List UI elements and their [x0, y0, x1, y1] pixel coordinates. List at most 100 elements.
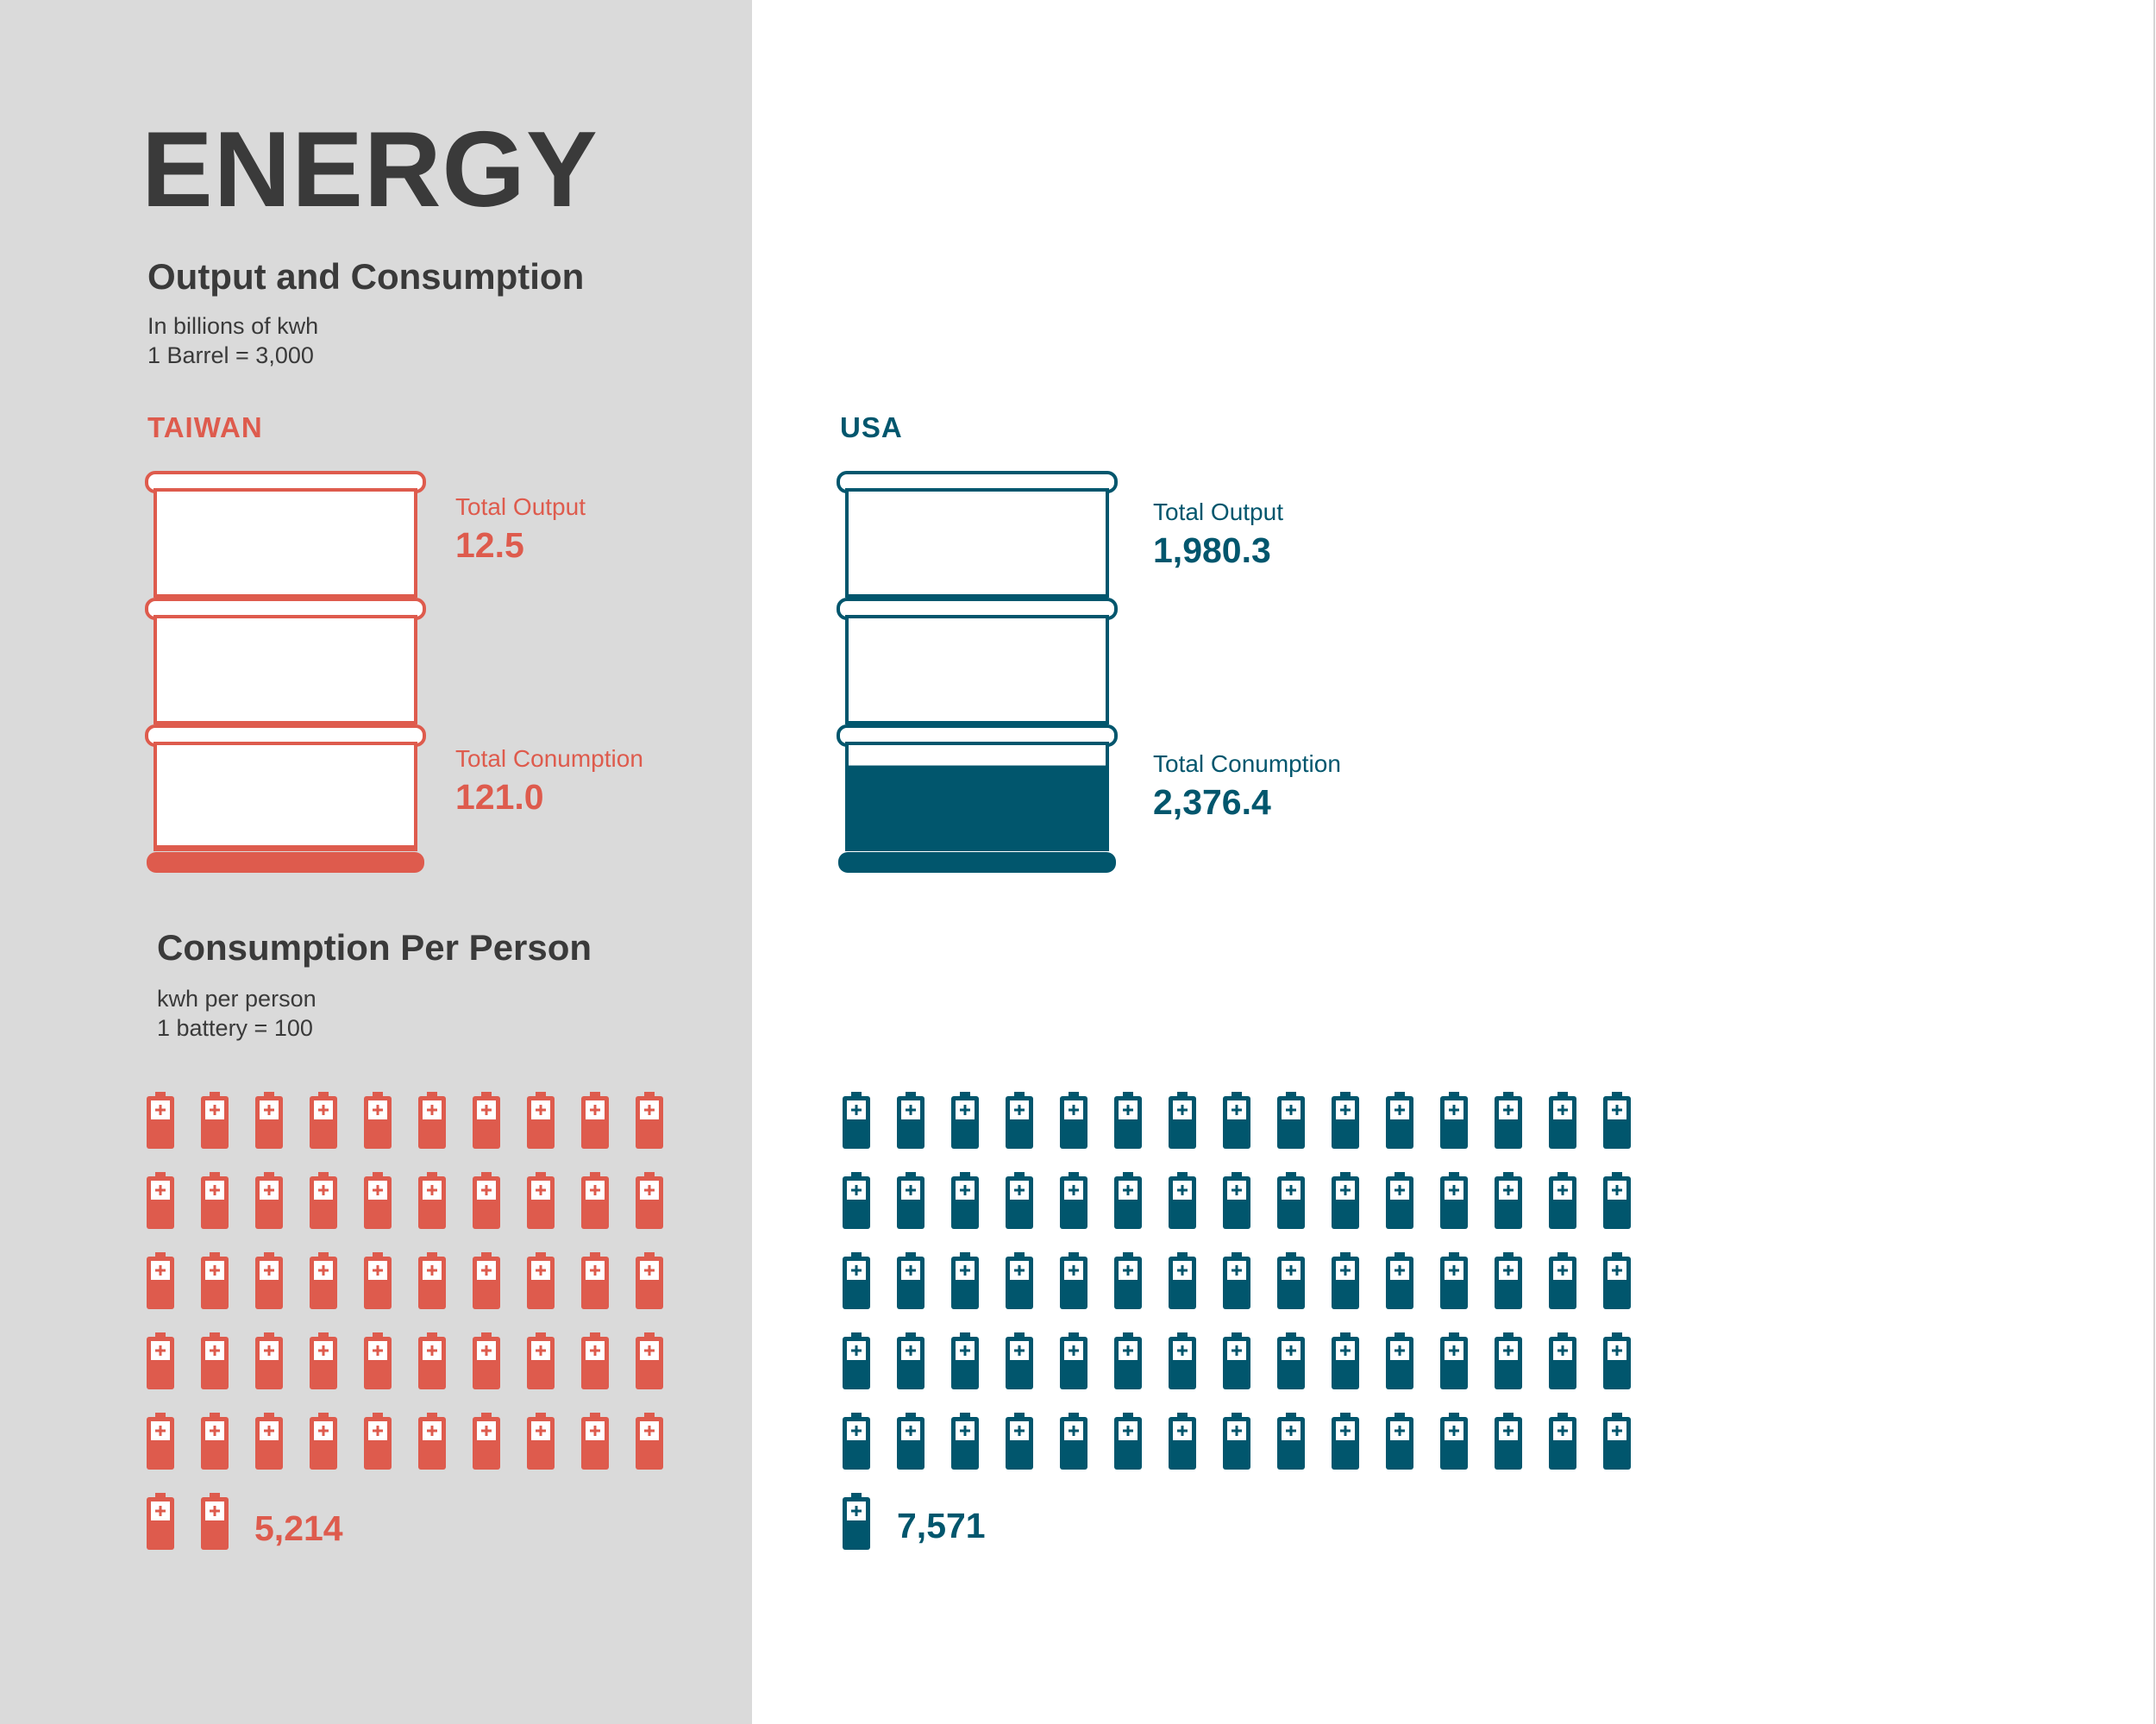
taiwan-barrel-base — [147, 852, 424, 873]
battery-icon — [201, 1493, 229, 1550]
section-per-person-title: Consumption Per Person — [157, 927, 592, 968]
battery-icon — [147, 1252, 174, 1309]
battery-icon — [1603, 1092, 1631, 1149]
battery-icon — [201, 1332, 229, 1389]
usa-consumption-label: Total Conumption — [1153, 750, 1341, 777]
battery-icon — [636, 1092, 663, 1149]
battery-icon — [636, 1413, 663, 1470]
battery-icon — [843, 1092, 870, 1149]
battery-icon — [1060, 1172, 1087, 1229]
battery-icon — [418, 1172, 446, 1229]
battery-icon — [201, 1252, 229, 1309]
battery-icon — [527, 1252, 555, 1309]
right-edge-line — [2153, 0, 2155, 1724]
battery-icon — [418, 1332, 446, 1389]
barrel-fill — [847, 765, 1107, 849]
battery-icon — [255, 1252, 283, 1309]
battery-icon — [527, 1172, 555, 1229]
battery-icon — [1223, 1172, 1250, 1229]
battery-icon — [418, 1413, 446, 1470]
battery-icon — [1114, 1332, 1142, 1389]
battery-icon — [1440, 1413, 1468, 1470]
taiwan-consumption-value: 121.0 — [455, 777, 544, 817]
battery-icon — [310, 1092, 337, 1149]
unit-note: kwh per person — [157, 986, 317, 1012]
battery-icon — [364, 1332, 392, 1389]
battery-icon — [636, 1172, 663, 1229]
battery-icon — [951, 1252, 979, 1309]
battery-icon — [364, 1252, 392, 1309]
battery-icon — [951, 1092, 979, 1149]
section-per-person-notes: kwh per person 1 battery = 100 — [157, 985, 317, 1044]
section-output-title: Output and Consumption — [147, 256, 585, 297]
battery-icon — [1495, 1332, 1522, 1389]
battery-icon — [897, 1413, 924, 1470]
battery-icon — [255, 1092, 283, 1149]
country-label-usa: USA — [840, 411, 903, 443]
battery-icon — [1440, 1092, 1468, 1149]
battery-icon — [1603, 1332, 1631, 1389]
country-label-taiwan: TAIWAN — [147, 411, 263, 443]
scale-note: 1 battery = 100 — [157, 1014, 313, 1041]
battery-icon — [843, 1493, 870, 1550]
battery-icon — [1495, 1413, 1522, 1470]
battery-icon — [418, 1252, 446, 1309]
battery-icon — [581, 1092, 609, 1149]
battery-icon — [1603, 1172, 1631, 1229]
battery-icon — [1277, 1092, 1305, 1149]
battery-icon — [1603, 1252, 1631, 1309]
battery-icon — [473, 1413, 500, 1470]
battery-icon — [1332, 1172, 1359, 1229]
usa-per-person-value: 7,571 — [897, 1506, 986, 1545]
battery-icon — [1169, 1172, 1196, 1229]
usa-barrel-icon — [837, 471, 1118, 598]
battery-icon — [951, 1332, 979, 1389]
battery-icon — [1603, 1413, 1631, 1470]
battery-icon — [147, 1332, 174, 1389]
taiwan-barrel-icon — [145, 471, 426, 598]
battery-icon — [1386, 1413, 1413, 1470]
barrel-body — [845, 615, 1109, 724]
battery-icon — [1114, 1092, 1142, 1149]
battery-icon — [255, 1413, 283, 1470]
battery-icon — [1169, 1252, 1196, 1309]
battery-icon — [1060, 1092, 1087, 1149]
battery-icon — [581, 1172, 609, 1229]
battery-icon — [147, 1493, 174, 1550]
battery-icon — [1006, 1092, 1033, 1149]
usa-battery-grid — [843, 1092, 1631, 1550]
taiwan-battery-grid — [147, 1092, 663, 1550]
battery-icon — [473, 1252, 500, 1309]
battery-icon — [1549, 1252, 1576, 1309]
barrel-body — [845, 488, 1109, 598]
battery-icon — [1440, 1172, 1468, 1229]
battery-icon — [1223, 1332, 1250, 1389]
battery-icon — [1277, 1172, 1305, 1229]
taiwan-per-person-value: 5,214 — [254, 1508, 343, 1548]
taiwan-barrel-icon — [145, 598, 426, 724]
battery-icon — [527, 1413, 555, 1470]
battery-icon — [418, 1092, 446, 1149]
battery-icon — [147, 1092, 174, 1149]
usa-output-value: 1,980.3 — [1153, 530, 1271, 570]
battery-icon — [897, 1332, 924, 1389]
taiwan-consumption-label: Total Conumption — [455, 745, 643, 772]
battery-icon — [310, 1172, 337, 1229]
battery-icon — [364, 1413, 392, 1470]
unit-note: In billions of kwh — [147, 313, 319, 339]
usa-barrel-stack — [837, 471, 1118, 873]
usa-consumption-value: 2,376.4 — [1153, 782, 1271, 822]
usa-barrel-icon — [837, 724, 1118, 851]
battery-icon — [843, 1332, 870, 1389]
battery-icon — [1169, 1413, 1196, 1470]
battery-icon — [1114, 1172, 1142, 1229]
battery-icon — [1006, 1172, 1033, 1229]
battery-icon — [951, 1413, 979, 1470]
battery-icon — [897, 1252, 924, 1309]
battery-icon — [843, 1413, 870, 1470]
page-title: ENERGY — [141, 110, 599, 229]
usa-barrel-icon — [837, 598, 1118, 724]
battery-icon — [951, 1172, 979, 1229]
battery-icon — [1277, 1252, 1305, 1309]
